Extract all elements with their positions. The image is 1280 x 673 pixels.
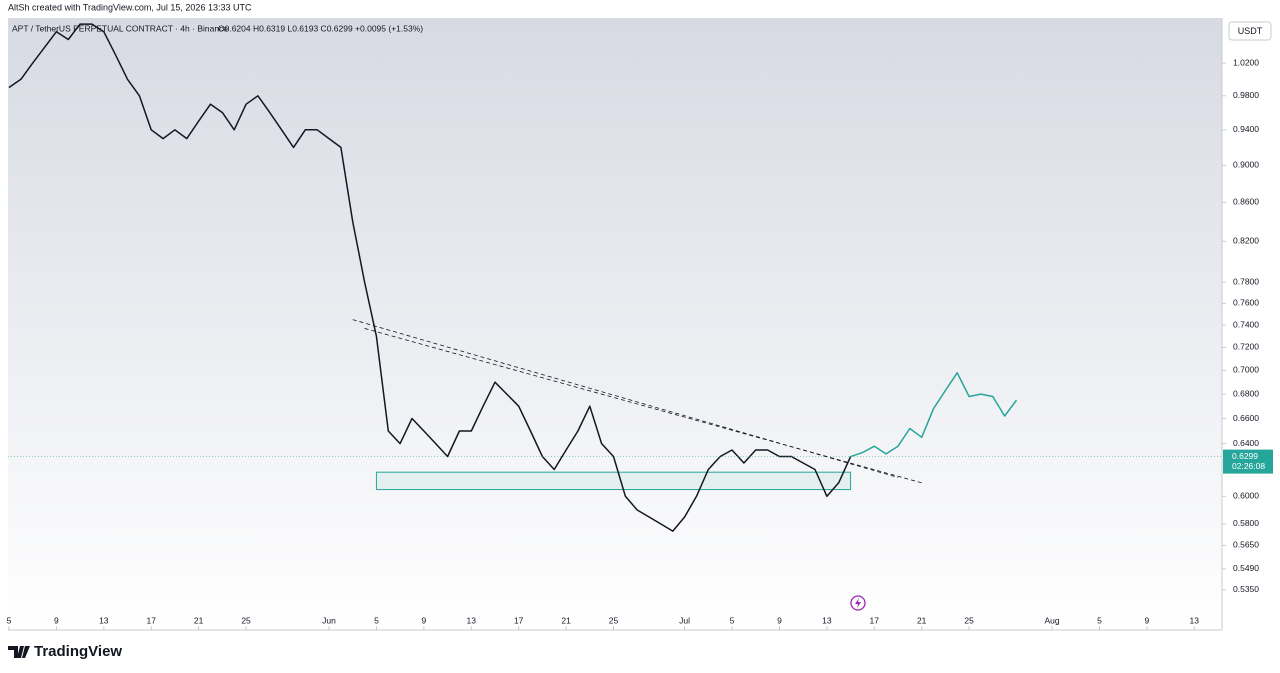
y-tick-label: 0.6400 <box>1233 438 1259 448</box>
x-tick-label: 17 <box>147 615 157 625</box>
x-tick-label: 25 <box>241 615 251 625</box>
x-tick-label: 9 <box>421 615 426 625</box>
y-tick-label: 0.6600 <box>1233 413 1259 423</box>
x-tick-label: Jul <box>679 615 690 625</box>
x-tick-label: 5 <box>1097 615 1102 625</box>
x-tick-label: 13 <box>822 615 832 625</box>
x-tick-label: 21 <box>194 615 204 625</box>
price-line <box>850 372 1018 458</box>
alert-icon <box>850 595 866 611</box>
y-tick-label: 1.0200 <box>1233 57 1259 67</box>
trendline <box>364 328 922 484</box>
ohlc-legend: O0.6204 H0.6319 L0.6193 C0.6299 +0.0095 … <box>218 23 423 33</box>
y-tick-label: 0.6800 <box>1233 388 1259 398</box>
y-tick-label: 0.7200 <box>1233 342 1259 352</box>
y-tick-label: 0.5490 <box>1233 563 1259 573</box>
x-tick-label: 25 <box>609 615 619 625</box>
y-tick-label: 0.9800 <box>1233 90 1259 100</box>
y-tick-label: 0.6000 <box>1233 491 1259 501</box>
x-tick-label: Aug <box>1044 615 1059 625</box>
x-tick-label: 9 <box>1145 615 1150 625</box>
x-tick-label: 13 <box>467 615 477 625</box>
x-tick-label: 9 <box>54 615 59 625</box>
y-tick-label: 0.7600 <box>1233 298 1259 308</box>
x-tick-label: 13 <box>1190 615 1200 625</box>
y-tick-label: 0.5800 <box>1233 518 1259 528</box>
y-tick-label: 0.8200 <box>1233 236 1259 246</box>
x-tick-label: 5 <box>730 615 735 625</box>
x-tick-label: 17 <box>870 615 880 625</box>
currency-label[interactable]: USDT <box>1238 26 1263 36</box>
symbol-legend: APT / TetherUS PERPETUAL CONTRACT · 4h ·… <box>12 23 228 33</box>
currency-button[interactable] <box>1228 21 1272 41</box>
x-tick-label: 5 <box>374 615 379 625</box>
y-tick-label: 0.7800 <box>1233 276 1259 286</box>
last-price-label: 0.6299 <box>1232 451 1258 461</box>
x-tick-label: 25 <box>964 615 974 625</box>
x-tick-label: 13 <box>99 615 109 625</box>
price-line <box>8 23 852 532</box>
countdown-label: 02:26:08 <box>1232 461 1265 471</box>
support-zone <box>375 471 852 491</box>
y-tick-label: 0.8600 <box>1233 197 1259 207</box>
x-tick-label: Jun <box>322 615 336 625</box>
x-tick-label: 17 <box>514 615 524 625</box>
header: AltSh created with TradingView.com, Jul … <box>8 2 252 12</box>
y-tick-label: 0.5650 <box>1233 540 1259 550</box>
x-tick-label: 21 <box>561 615 571 625</box>
x-tick-label: 21 <box>917 615 927 625</box>
trendline <box>352 319 899 478</box>
brand-logo: TradingView <box>8 643 122 660</box>
y-tick-label: 0.5350 <box>1233 584 1259 594</box>
plot-background <box>8 18 1222 630</box>
x-tick-label: 5 <box>7 615 12 625</box>
y-tick-label: 0.7400 <box>1233 319 1259 329</box>
last-price-badge <box>1223 449 1273 474</box>
y-tick-label: 0.9000 <box>1233 160 1259 170</box>
brand-name: TradingView <box>34 643 122 660</box>
x-tick-label: 9 <box>777 615 782 625</box>
y-tick-label: 0.9400 <box>1233 124 1259 134</box>
y-tick-label: 0.7000 <box>1233 365 1259 375</box>
